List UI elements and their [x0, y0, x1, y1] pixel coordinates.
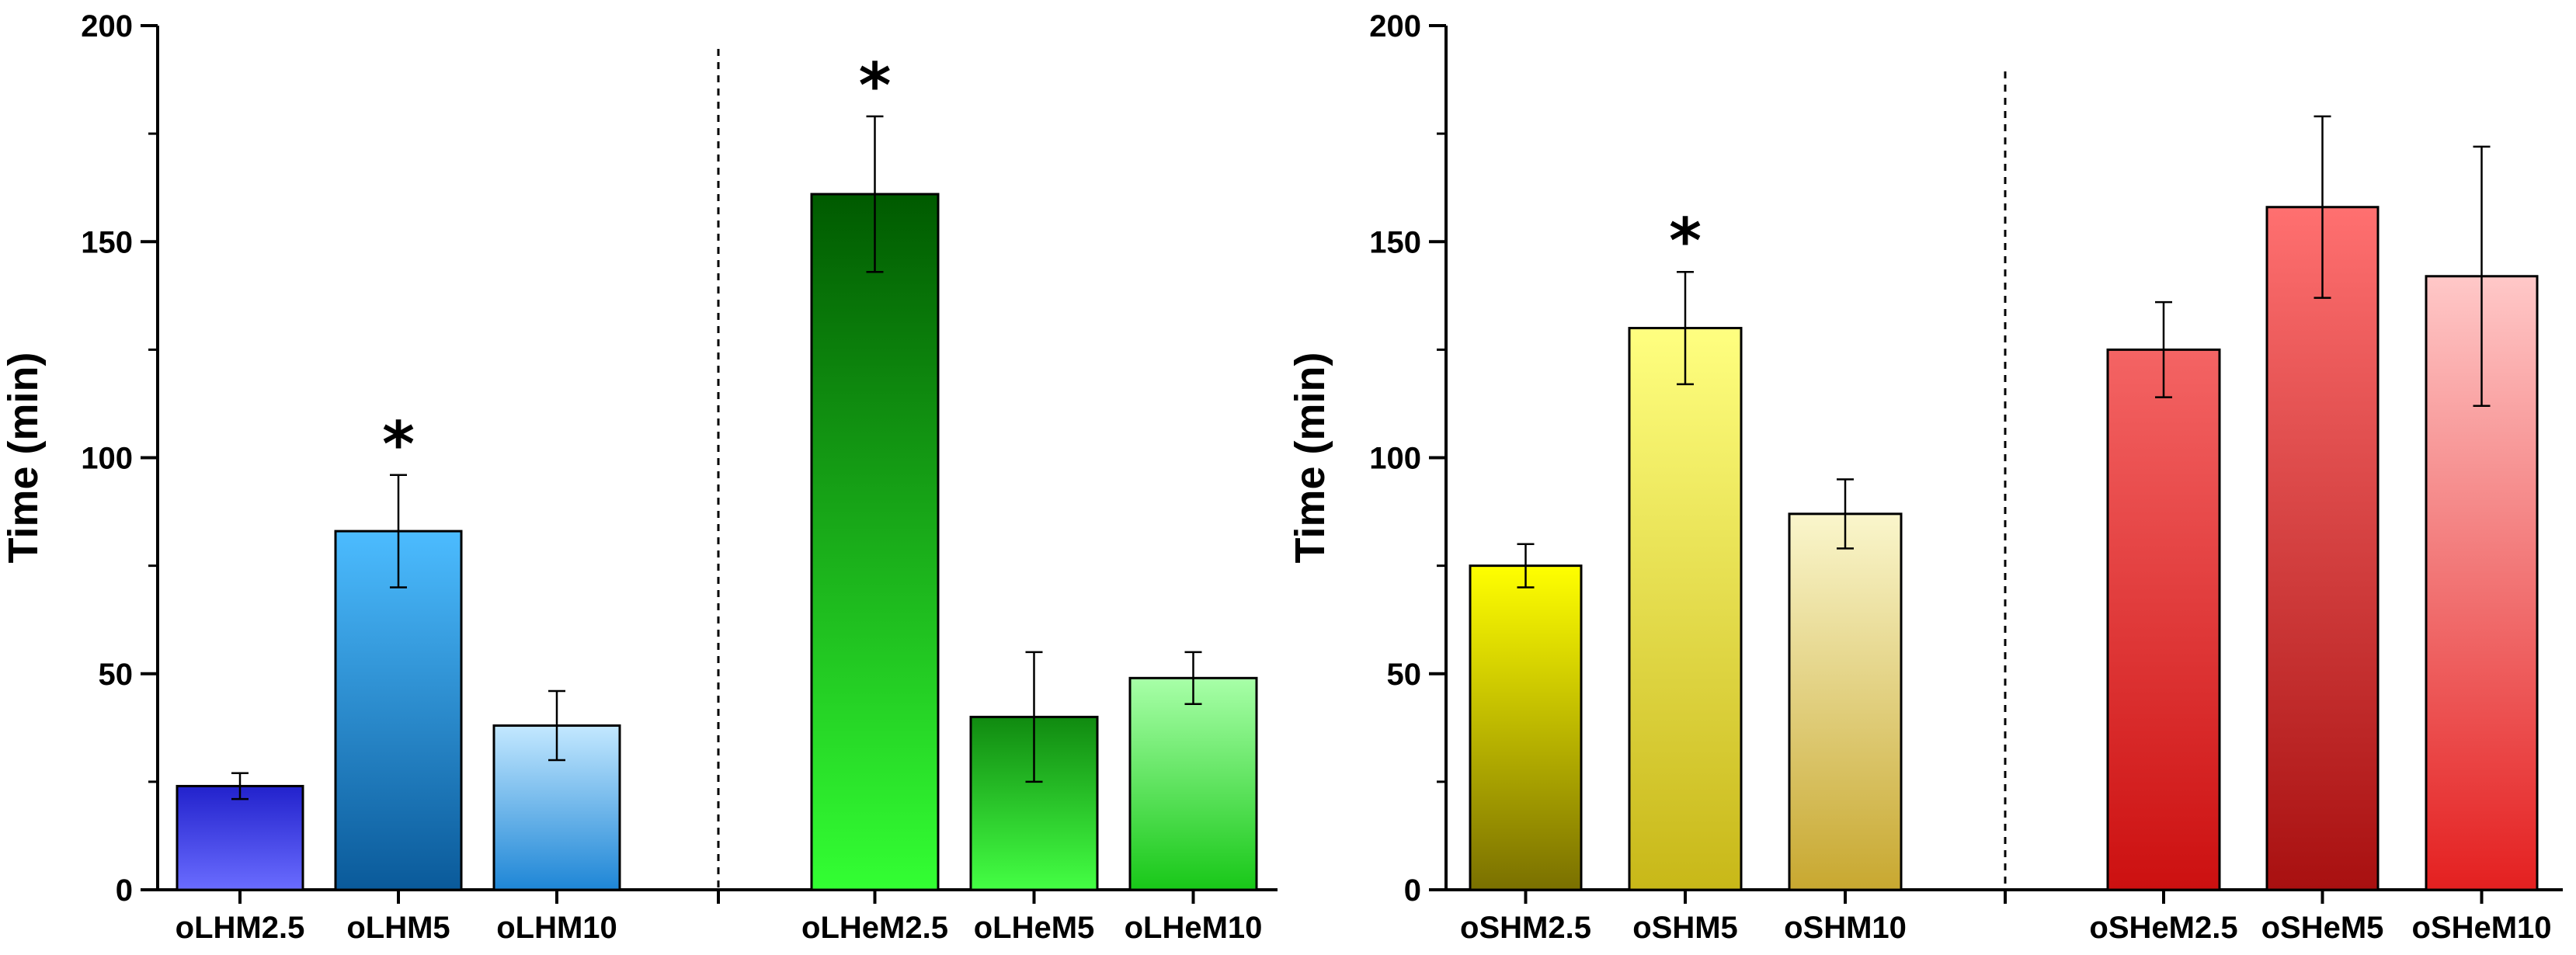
y-tick-label: 0	[1404, 873, 1421, 908]
significance-marker: *	[1669, 205, 1702, 277]
category-label: oSHeM2.5	[2089, 911, 2237, 945]
y-tick-label: 100	[81, 442, 133, 476]
left-chart-panel: 0 50 100 150 200 Time (min) oLHM2.5 * oLHM5 oLHM1…	[0, 9, 1278, 945]
y-tick-label: 150	[1369, 225, 1421, 259]
category-label: oSHM5	[1632, 911, 1738, 945]
bar-oLHeM10[interactable]	[1128, 676, 1258, 891]
bar-oSHM5[interactable]	[1628, 327, 1743, 891]
category-label: oSHM10	[1784, 911, 1907, 945]
y-tick-label: 50	[99, 658, 134, 692]
y-tick-label: 0	[116, 873, 133, 908]
bar-oSHeM2.5[interactable]	[2106, 348, 2221, 891]
y-axis-title: Time (min)	[1287, 352, 1333, 563]
bar-oLHM2.5[interactable]	[176, 784, 304, 891]
category-label: oLHeM5	[974, 911, 1095, 945]
bar-oSHeM5[interactable]	[2265, 206, 2380, 891]
significance-marker: *	[382, 408, 415, 481]
significance-marker: *	[859, 50, 892, 122]
bar-oSHM10[interactable]	[1788, 512, 1903, 891]
y-tick-label: 200	[1369, 9, 1421, 43]
category-label: oLHM2.5	[176, 911, 305, 945]
y-tick-label: 50	[1387, 658, 1422, 692]
category-label: oLHeM10	[1125, 911, 1263, 945]
y-tick-label: 200	[81, 9, 133, 43]
y-axis-title: Time (min)	[0, 352, 47, 563]
category-label: oLHM5	[346, 911, 450, 945]
category-label: oSHeM5	[2261, 911, 2384, 945]
right-chart-panel: 0 50 100 150 200 Time (min) oSHM2.5 * oSHM5 oSHM1…	[1287, 9, 2563, 945]
y-tick-label: 150	[81, 225, 133, 259]
category-label: oSHM2.5	[1460, 911, 1591, 945]
category-label: oLHeM2.5	[801, 911, 948, 945]
category-label: oLHM10	[496, 911, 617, 945]
bar-oSHM2.5[interactable]	[1469, 564, 1583, 891]
y-tick-label: 100	[1369, 442, 1421, 476]
bar-oLHeM2.5[interactable]	[810, 193, 940, 891]
category-label: oSHeM10	[2411, 911, 2551, 945]
